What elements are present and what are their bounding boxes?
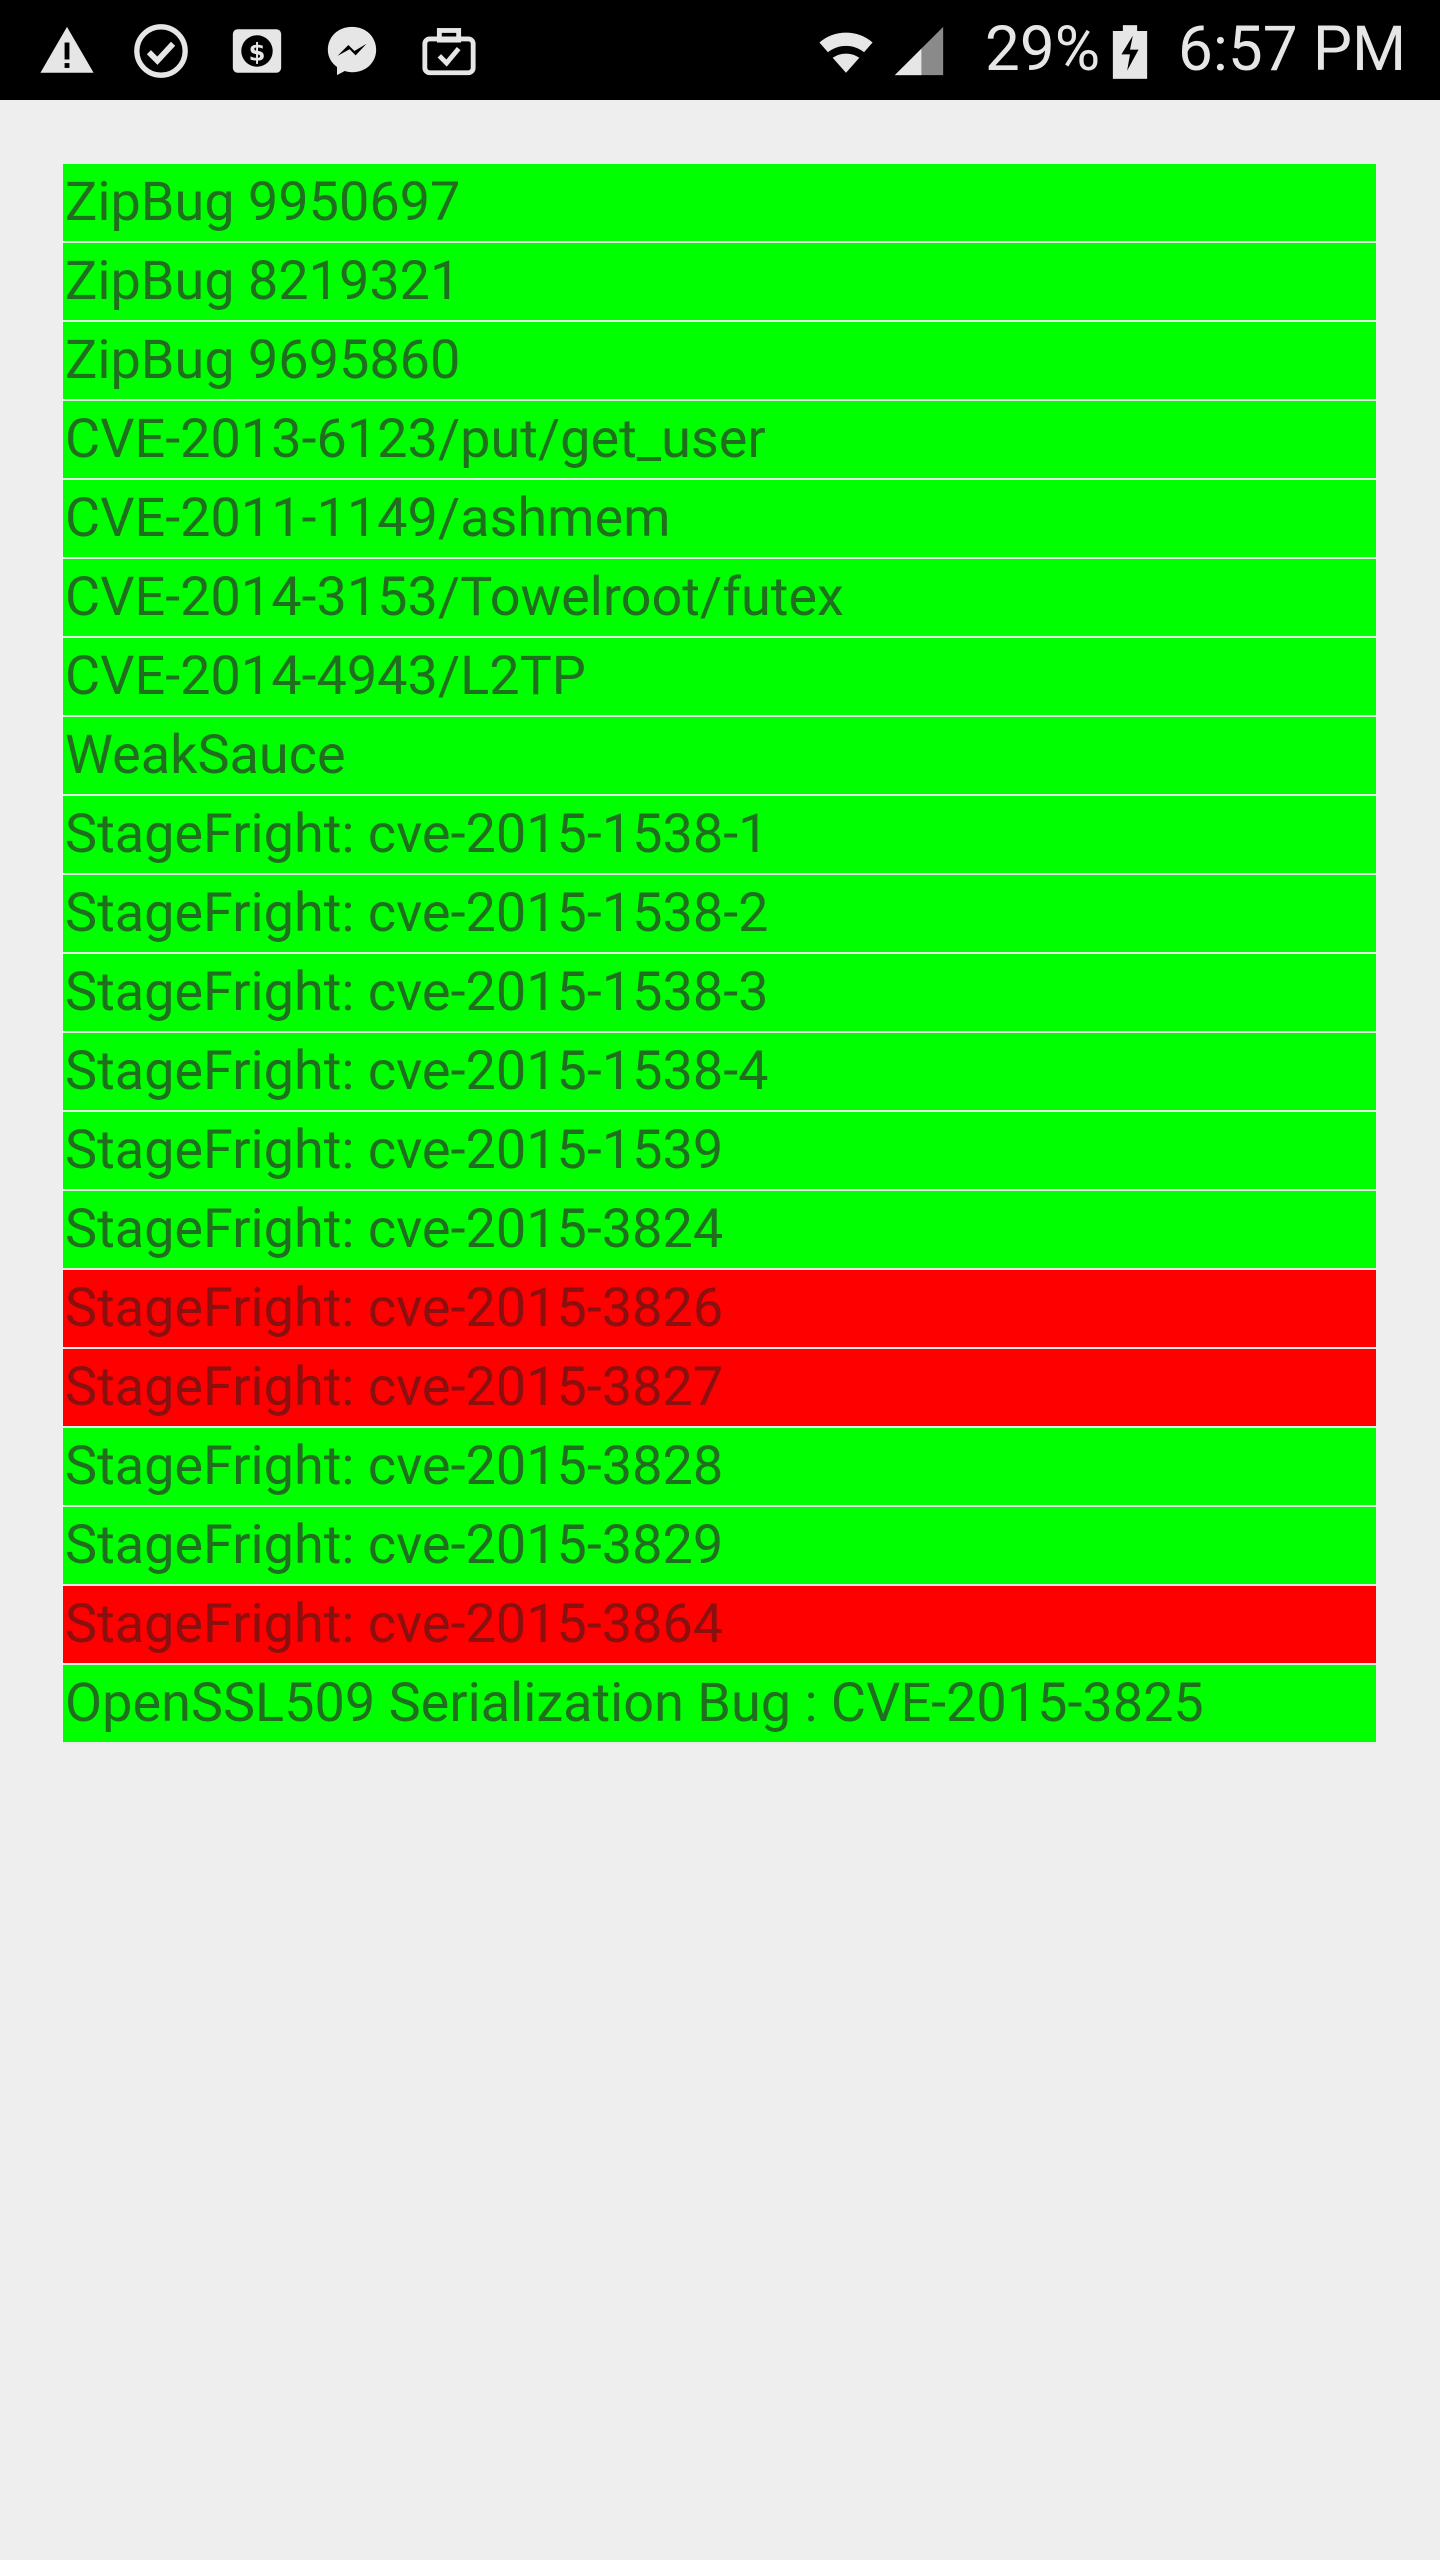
test-label: StageFright: cve-2015-3826 [65, 1276, 724, 1340]
test-label: StageFright: cve-2015-3828 [65, 1434, 724, 1498]
test-label: StageFright: cve-2015-1539 [65, 1118, 724, 1182]
test-row[interactable]: ZipBug 8219321 [63, 243, 1376, 322]
test-label: WeakSauce [65, 723, 346, 787]
test-row[interactable]: StageFright: cve-2015-3826 [63, 1270, 1376, 1349]
test-row[interactable]: StageFright: cve-2015-3828 [63, 1428, 1376, 1507]
test-row[interactable]: CVE-2014-4943/L2TP [63, 638, 1376, 717]
dollar-icon: $ [228, 22, 286, 80]
wifi-icon [815, 22, 877, 80]
clock: 6:57 PM [1178, 13, 1407, 86]
test-label: StageFright: cve-2015-1538-2 [65, 881, 769, 945]
test-label: ZipBug 9695860 [65, 328, 461, 392]
test-label: OpenSSL509 Serialization Bug : CVE-2015-… [65, 1671, 1204, 1735]
test-row[interactable]: StageFright: cve-2015-1538-1 [63, 796, 1376, 875]
battery-charging-icon [1110, 24, 1150, 80]
check-circle-icon [132, 22, 190, 80]
test-label: StageFright: cve-2015-1538-4 [65, 1039, 769, 1103]
test-label: StageFright: cve-2015-3827 [65, 1355, 724, 1419]
battery-percent: 29% [985, 13, 1101, 86]
exploit-test-list: ZipBug 9950697 ZipBug 8219321 ZipBug 96958… [63, 164, 1376, 1744]
test-label: StageFright: cve-2015-3864 [65, 1592, 724, 1656]
test-label: ZipBug 8219321 [65, 249, 461, 313]
test-row[interactable]: StageFright: cve-2015-1539 [63, 1112, 1376, 1191]
test-row[interactable]: WeakSauce [63, 717, 1376, 796]
test-label: CVE-2011-1149/ashmem [65, 486, 671, 550]
test-row[interactable]: StageFright: cve-2015-1538-4 [63, 1033, 1376, 1112]
test-label: StageFright: cve-2015-3824 [65, 1197, 724, 1261]
svg-text:$: $ [249, 39, 266, 67]
test-row[interactable]: StageFright: cve-2015-3864 [63, 1586, 1376, 1665]
status-bar: $ 29% 6:57 PM [0, 0, 1440, 100]
test-row[interactable]: StageFright: cve-2015-1538-3 [63, 954, 1376, 1033]
test-row[interactable]: StageFright: cve-2015-3824 [63, 1191, 1376, 1270]
test-label: ZipBug 9950697 [65, 170, 461, 234]
test-row[interactable]: StageFright: cve-2015-3829 [63, 1507, 1376, 1586]
test-label: CVE-2013-6123/put/get_user [65, 407, 766, 471]
briefcase-check-icon [420, 22, 478, 80]
test-row[interactable]: CVE-2013-6123/put/get_user [63, 401, 1376, 480]
test-row[interactable]: OpenSSL509 Serialization Bug : CVE-2015-… [63, 1665, 1376, 1744]
messenger-icon [323, 22, 381, 80]
test-label: StageFright: cve-2015-1538-1 [65, 802, 769, 866]
test-row[interactable]: StageFright: cve-2015-1538-2 [63, 875, 1376, 954]
warning-icon [38, 22, 96, 80]
test-label: CVE-2014-4943/L2TP [65, 644, 586, 708]
test-label: CVE-2014-3153/Towelroot/futex [65, 565, 844, 629]
test-label: StageFright: cve-2015-3829 [65, 1513, 724, 1577]
test-row[interactable]: ZipBug 9695860 [63, 322, 1376, 401]
test-label: StageFright: cve-2015-1538-3 [65, 960, 769, 1024]
test-row[interactable]: CVE-2011-1149/ashmem [63, 480, 1376, 559]
test-row[interactable]: StageFright: cve-2015-3827 [63, 1349, 1376, 1428]
signal-icon [888, 22, 950, 80]
test-row[interactable]: CVE-2014-3153/Towelroot/futex [63, 559, 1376, 638]
test-row[interactable]: ZipBug 9950697 [63, 164, 1376, 243]
